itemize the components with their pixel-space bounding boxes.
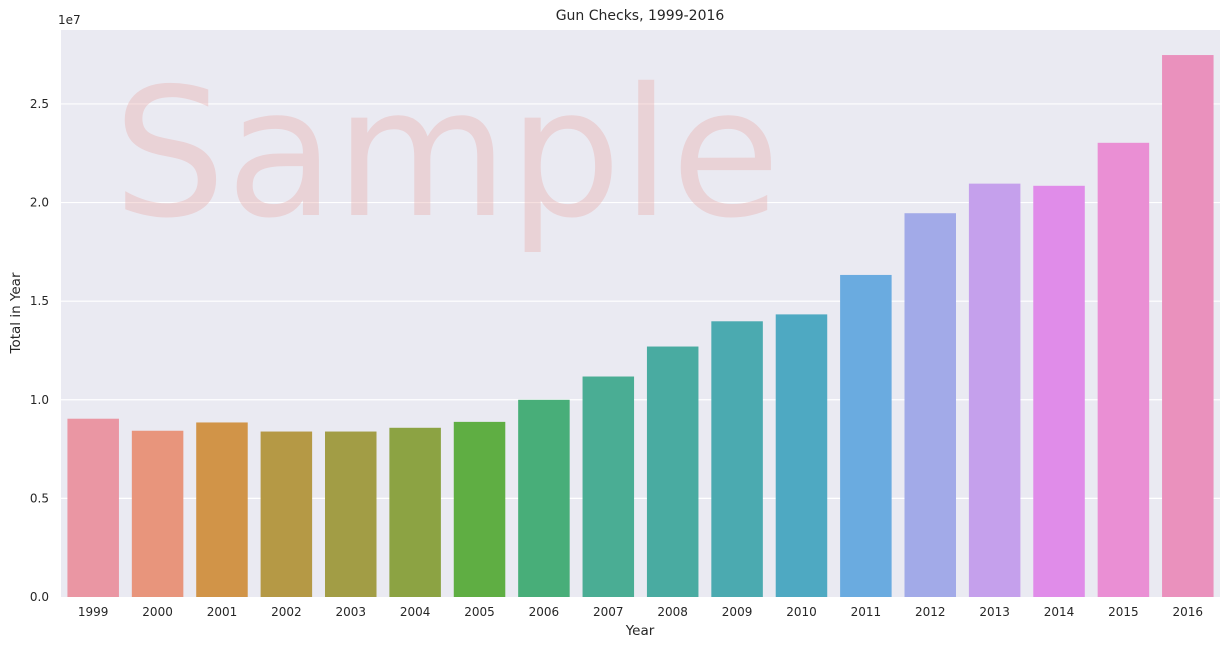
- x-tick-label: 2013: [979, 605, 1010, 619]
- x-axis-title: Year: [625, 623, 655, 639]
- y-offset-label: 1e7: [58, 13, 81, 27]
- x-tick-label: 2001: [207, 605, 238, 619]
- x-tick-label: 2006: [529, 605, 560, 619]
- x-tick-label: 2010: [786, 605, 817, 619]
- bar-2003: [324, 431, 377, 597]
- x-tick-label: 2009: [722, 605, 753, 619]
- chart-title: Gun Checks, 1999-2016: [556, 8, 725, 24]
- bar-2012: [904, 213, 957, 597]
- x-tick-label: 2004: [400, 605, 431, 619]
- x-tick-label: 2005: [464, 605, 495, 619]
- x-tick-label: 2002: [271, 605, 302, 619]
- bar-2004: [389, 427, 441, 597]
- bar-2009: [711, 321, 763, 597]
- grid-lines: [61, 103, 1220, 499]
- bar-2016: [1162, 55, 1214, 597]
- bar-2008: [646, 346, 699, 597]
- x-tick-label: 2011: [851, 605, 882, 619]
- bar-2011: [840, 274, 892, 597]
- bar-2010: [775, 314, 828, 597]
- bar-2000: [131, 430, 184, 597]
- x-tick-label: 2014: [1044, 605, 1075, 619]
- x-tick-label: 2015: [1108, 605, 1139, 619]
- bar-1999: [67, 418, 119, 597]
- bar-2014: [1033, 185, 1085, 597]
- bar-2005: [453, 421, 506, 597]
- bar-2001: [196, 422, 248, 597]
- bar-2015: [1097, 142, 1150, 597]
- y-tick-label: 2.0: [30, 196, 49, 210]
- x-tick-label: 2003: [335, 605, 366, 619]
- x-tick-labels: 1999 2000 2001 2002 2003 2004 2005 2006 2007 2008…: [78, 605, 1203, 619]
- x-tick-label: 2007: [593, 605, 624, 619]
- x-tick-label: 2000: [142, 605, 173, 619]
- y-tick-label: 1.5: [30, 294, 49, 308]
- bar-2013: [968, 183, 1021, 597]
- y-tick-label: 0.5: [30, 491, 49, 505]
- x-tick-label: 2012: [915, 605, 946, 619]
- y-tick-label: 0.0: [30, 590, 49, 604]
- y-tick-label: 2.5: [30, 97, 49, 111]
- bars: [67, 55, 1214, 597]
- y-tick-labels: 0.0 0.5 1.0 1.5 2.0 2.5: [30, 97, 49, 604]
- x-tick-label: 2008: [657, 605, 688, 619]
- watermark: Sample: [113, 50, 780, 257]
- bar-2006: [518, 399, 570, 597]
- y-axis-title: Total in Year: [8, 272, 24, 354]
- x-tick-label: 1999: [78, 605, 109, 619]
- x-tick-label: 2016: [1173, 605, 1204, 619]
- bar-2007: [582, 376, 635, 597]
- y-tick-label: 1.0: [30, 393, 49, 407]
- plot-background: [61, 30, 1220, 597]
- bar-2002: [260, 431, 313, 597]
